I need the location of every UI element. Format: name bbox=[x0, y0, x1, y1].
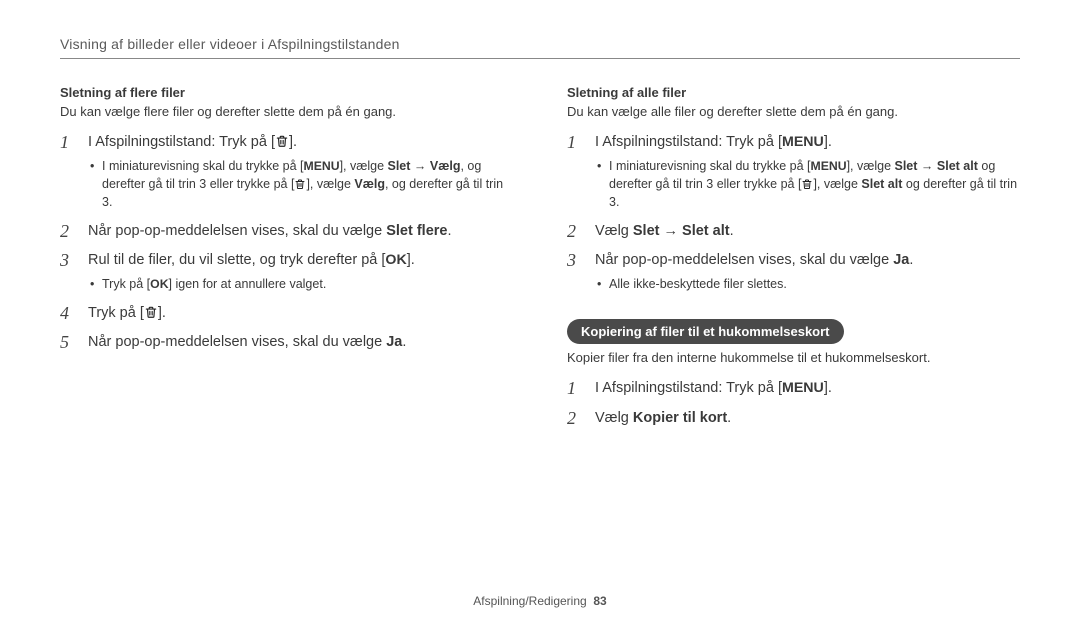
step: 1 I Afspilningstilstand: Tryk på [MENU].… bbox=[567, 133, 1020, 212]
section-desc: Kopier filer fra den interne hukommelse … bbox=[567, 350, 1020, 365]
step: 3 Når pop-op-meddelelsen vises, skal du … bbox=[567, 251, 1020, 293]
step: 1 I Afspilningstilstand: Tryk på []. I m… bbox=[60, 133, 513, 212]
title-rule bbox=[60, 58, 1020, 59]
step-number: 2 bbox=[567, 409, 585, 429]
trash-icon bbox=[801, 178, 813, 190]
sub-item: I miniaturevisning skal du trykke på [ME… bbox=[88, 157, 513, 212]
menu-label: MENU bbox=[810, 159, 846, 173]
step-body: I Afspilningstilstand: Tryk på [MENU]. bbox=[595, 379, 1020, 399]
step-number: 5 bbox=[60, 333, 78, 353]
step: 1 I Afspilningstilstand: Tryk på [MENU]. bbox=[567, 379, 1020, 399]
section-heading: Sletning af flere filer bbox=[60, 85, 513, 100]
steps-list: 1 I Afspilningstilstand: Tryk på []. I m… bbox=[60, 133, 513, 353]
step-number: 2 bbox=[60, 222, 78, 242]
step: 4 Tryk på []. bbox=[60, 304, 513, 324]
step-number: 1 bbox=[60, 133, 78, 212]
ok-label: OK bbox=[385, 252, 406, 268]
step: 2 Vælg Kopier til kort. bbox=[567, 409, 1020, 429]
step-body: I Afspilningstilstand: Tryk på [MENU]. I… bbox=[595, 133, 1020, 212]
sub-list: I miniaturevisning skal du trykke på [ME… bbox=[88, 157, 513, 212]
step-body: Når pop-op-meddelelsen vises, skal du væ… bbox=[88, 222, 513, 242]
step-number: 1 bbox=[567, 133, 585, 212]
trash-icon bbox=[294, 178, 306, 190]
step-number: 4 bbox=[60, 304, 78, 324]
step-number: 3 bbox=[60, 251, 78, 293]
menu-label: MENU bbox=[782, 134, 824, 150]
step: 2 Vælg Slet → Slet alt. bbox=[567, 222, 1020, 242]
step-number: 3 bbox=[567, 251, 585, 293]
sub-item: I miniaturevisning skal du trykke på [ME… bbox=[595, 157, 1020, 212]
page-footer: Afspilning/Redigering 83 bbox=[0, 594, 1080, 608]
steps-list: 1 I Afspilningstilstand: Tryk på [MENU].… bbox=[567, 133, 1020, 293]
footer-section: Afspilning/Redigering bbox=[473, 594, 586, 608]
ok-label: OK bbox=[150, 277, 168, 291]
step-body: Rul til de filer, du vil slette, og tryk… bbox=[88, 251, 513, 293]
sub-list: Tryk på [OK] igen for at annullere valge… bbox=[88, 275, 513, 294]
step-body: Vælg Slet → Slet alt. bbox=[595, 222, 1020, 242]
step: 2 Når pop-op-meddelelsen vises, skal du … bbox=[60, 222, 513, 242]
steps-list: 1 I Afspilningstilstand: Tryk på [MENU].… bbox=[567, 379, 1020, 429]
step-number: 1 bbox=[567, 379, 585, 399]
page-title: Visning af billeder eller videoer i Afsp… bbox=[60, 36, 1020, 52]
step-number: 2 bbox=[567, 222, 585, 242]
step-body: Tryk på []. bbox=[88, 304, 513, 324]
sub-list: Alle ikke-beskyttede filer slettes. bbox=[595, 275, 1020, 293]
right-column: Sletning af alle filer Du kan vælge alle… bbox=[567, 85, 1020, 439]
menu-label: MENU bbox=[782, 380, 824, 396]
step-body: Når pop-op-meddelelsen vises, skal du væ… bbox=[88, 333, 513, 353]
footer-page: 83 bbox=[593, 594, 606, 608]
section-pill: Kopiering af filer til et hukommelseskor… bbox=[567, 319, 844, 344]
sub-item: Tryk på [OK] igen for at annullere valge… bbox=[88, 275, 513, 294]
section-heading: Sletning af alle filer bbox=[567, 85, 1020, 100]
step-body: Vælg Kopier til kort. bbox=[595, 409, 1020, 429]
step: 5 Når pop-op-meddelelsen vises, skal du … bbox=[60, 333, 513, 353]
step: 3 Rul til de filer, du vil slette, og tr… bbox=[60, 251, 513, 293]
trash-icon bbox=[275, 134, 289, 148]
sub-list: I miniaturevisning skal du trykke på [ME… bbox=[595, 157, 1020, 212]
sub-item: Alle ikke-beskyttede filer slettes. bbox=[595, 275, 1020, 293]
step-body: Når pop-op-meddelelsen vises, skal du væ… bbox=[595, 251, 1020, 293]
section-desc: Du kan vælge flere filer og derefter sle… bbox=[60, 104, 513, 119]
section-desc: Du kan vælge alle filer og derefter slet… bbox=[567, 104, 1020, 119]
trash-icon bbox=[144, 305, 158, 319]
columns: Sletning af flere filer Du kan vælge fle… bbox=[60, 85, 1020, 439]
menu-label: MENU bbox=[303, 159, 339, 173]
step-body: I Afspilningstilstand: Tryk på []. I min… bbox=[88, 133, 513, 212]
left-column: Sletning af flere filer Du kan vælge fle… bbox=[60, 85, 513, 439]
